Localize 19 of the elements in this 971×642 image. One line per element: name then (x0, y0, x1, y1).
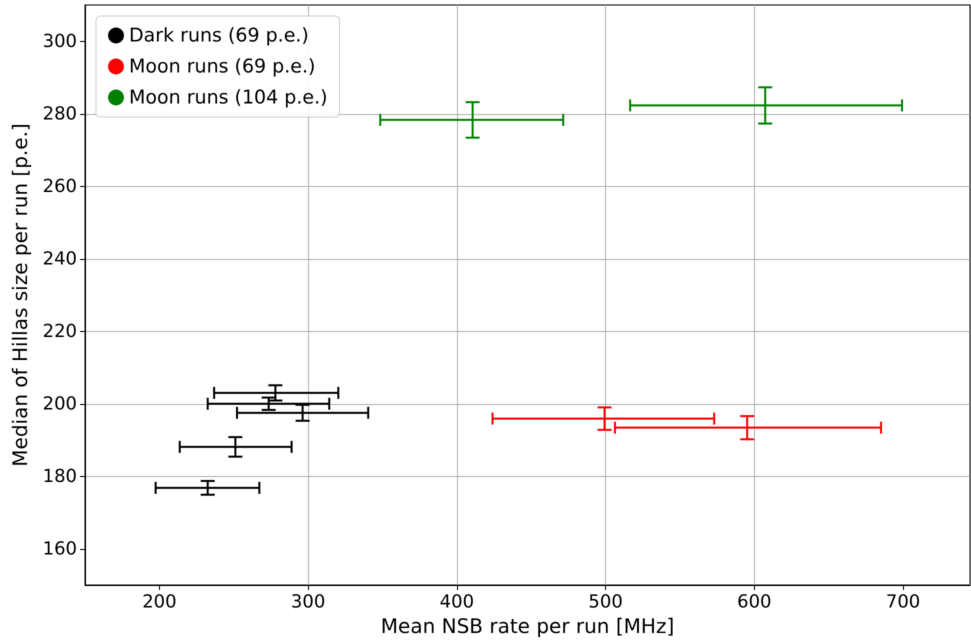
y-tick-label: 160 (42, 538, 77, 560)
x-tick-label: 700 (886, 592, 920, 612)
y-axis-title: Median of Hillas size per run [p.e.] (8, 123, 32, 467)
y-tick-label: 280 (42, 103, 77, 124)
x-tick-label: 400 (440, 592, 474, 612)
y-tick-label: 300 (42, 30, 77, 52)
x-tick-label: 200 (142, 592, 177, 612)
legend-label: Dark runs (69 p.e.) (129, 24, 309, 46)
y-tick-label: 180 (42, 466, 77, 487)
y-tick-label: 200 (42, 393, 77, 414)
x-tick-label: 600 (737, 592, 772, 612)
legend-label: Moon runs (104 p.e.) (129, 86, 328, 108)
x-tick-label: 300 (290, 592, 326, 612)
y-tick-label: 240 (42, 248, 77, 270)
x-axis-title: Mean NSB rate per run [MHz] (380, 614, 674, 638)
legend-label: Moon runs (69 p.e.) (129, 56, 316, 78)
y-tick-label: 220 (42, 320, 77, 342)
y-tick-label: 260 (42, 176, 77, 197)
x-tick-label: 500 (588, 592, 623, 612)
